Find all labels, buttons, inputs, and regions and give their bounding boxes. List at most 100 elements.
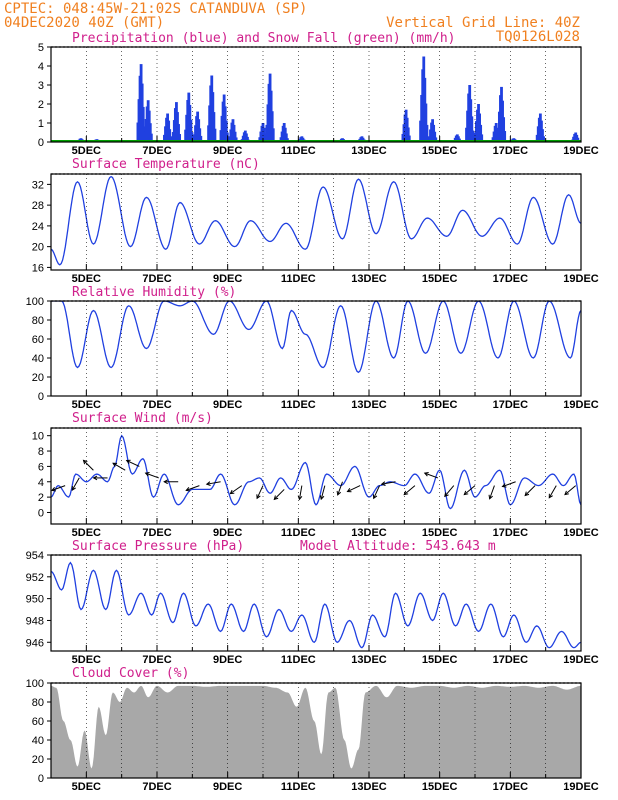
cloud-ytick-label: 60 <box>32 716 44 728</box>
wind-arrow-shaft <box>298 485 303 500</box>
precip-bar <box>190 132 194 142</box>
wind-xtick-label: 19DEC <box>563 527 599 539</box>
temp-xtick-label: 13DEC <box>351 273 387 285</box>
wind-arrow-shaft <box>403 485 416 495</box>
precip-bar <box>149 133 153 142</box>
pressure-xtick-label: 7DEC <box>142 654 171 666</box>
wind-arrow-shaft <box>373 485 381 499</box>
wind-arrow-head <box>256 494 261 500</box>
panel-precip: Precipitation (blue) and Snow Fall (gree… <box>38 31 599 157</box>
rh-xtick-label: 19DEC <box>563 399 599 411</box>
precip-ytick-label: 1 <box>38 118 44 130</box>
cloud-ytick-label: 80 <box>32 697 44 709</box>
temp-ytick-label: 20 <box>32 242 44 254</box>
wind-arrow-shaft <box>564 485 577 495</box>
rh-ytick-label: 40 <box>32 353 44 365</box>
panel-temp: Surface Temperature (nC) 16 20 24 28 32 5DEC 7D… <box>32 157 599 285</box>
pressure-ytick-label: 954 <box>26 550 44 562</box>
pressure-ytick-label: 948 <box>26 615 44 627</box>
cloud-xtick-label: 9DEC <box>213 781 242 793</box>
precip-ytick-label: 2 <box>38 99 44 111</box>
temp-plot-area <box>51 175 581 266</box>
cloud-xtick-label: 17DEC <box>493 781 529 793</box>
precip-title: Precipitation (blue) and Snow Fall (gree… <box>72 31 456 46</box>
precip-bar <box>502 117 506 142</box>
wind-arrow-head <box>50 487 57 492</box>
precip-bar <box>480 134 484 142</box>
precip-bar <box>284 133 288 142</box>
wind-arrow-head <box>185 487 191 492</box>
rh-ytick-label: 100 <box>26 296 44 308</box>
wind-arrow-head <box>403 490 409 496</box>
wind-arrow-shaft <box>126 460 140 467</box>
temp-xtick-label: 5DEC <box>72 273 101 285</box>
temp-series-line <box>51 175 581 266</box>
wind-arrow-head <box>423 472 429 477</box>
wind-arrow <box>524 485 536 497</box>
wind-ytick-label: 2 <box>38 492 44 504</box>
rh-ytick-label: 20 <box>32 372 44 384</box>
precip-bar <box>425 124 429 142</box>
wind-arrow-head <box>319 495 325 501</box>
panels: Precipitation (blue) and Snow Fall (gree… <box>26 31 599 793</box>
precip-bar <box>470 116 474 142</box>
wind-xtick-label: 17DEC <box>493 527 529 539</box>
wind-arrow <box>501 481 516 488</box>
wind-arrow-head <box>380 481 386 486</box>
precip-bar <box>233 131 237 142</box>
wind-arrow-head <box>144 472 150 477</box>
rh-series-line <box>51 301 581 374</box>
cloud-ytick-label: 20 <box>32 754 44 766</box>
wind-arrow-shaft <box>424 472 439 479</box>
wind-arrow-shaft <box>230 485 243 495</box>
precip-bar <box>503 130 507 142</box>
wind-arrow-shaft <box>489 485 495 499</box>
precip-bar <box>479 124 483 142</box>
wind-arrow-shaft <box>71 477 80 491</box>
station-header: CPTEC: 048:45W-21:02S CATANDUVA (SP) <box>4 1 307 17</box>
precip-bar <box>263 133 267 142</box>
model-code: TQ0126L028 <box>496 29 580 45</box>
wind-arrow-head <box>463 490 469 496</box>
wind-arrow <box>488 485 495 500</box>
pressure-xtick-label: 11DEC <box>281 654 316 666</box>
precip-bar <box>199 135 203 142</box>
wind-arrow <box>71 477 80 491</box>
temp-ytick-label: 16 <box>32 262 44 274</box>
rh-ytick-label: 80 <box>32 315 44 327</box>
pressure-ytick-label: 950 <box>26 594 44 606</box>
wind-arrow <box>50 485 66 492</box>
precip-bar <box>406 127 410 142</box>
cloud-xtick-label: 7DEC <box>142 781 171 793</box>
precip-bar <box>542 136 545 142</box>
wind-arrow <box>444 485 455 498</box>
wind-arrow-shaft <box>51 485 66 491</box>
wind-arrow-shaft <box>381 481 396 485</box>
precip-bar <box>169 136 173 142</box>
wind-arrow-head <box>548 493 553 499</box>
precip-xtick-label: 19DEC <box>563 145 599 157</box>
pressure-ytick-label: 946 <box>26 637 44 649</box>
cloud-ytick-label: 40 <box>32 735 44 747</box>
wind-arrow <box>548 485 557 499</box>
temp-title: Surface Temperature (nC) <box>72 157 260 172</box>
rh-xtick-label: 5DEC <box>72 399 101 411</box>
wind-arrow-head <box>501 483 507 488</box>
precip-bar <box>234 137 238 142</box>
wind-arrow-head <box>229 489 235 495</box>
pressure-ytick-label: 952 <box>26 572 44 584</box>
cloud-xtick-label: 13DEC <box>351 781 387 793</box>
wind-arrow <box>336 481 343 496</box>
precip-plot-area <box>51 56 581 142</box>
wind-arrow-shaft <box>463 485 476 495</box>
wind-xtick-label: 13DEC <box>351 527 387 539</box>
wind-arrow-shaft <box>83 459 94 471</box>
precip-bar <box>168 129 172 142</box>
temp-xtick-label: 11DEC <box>281 273 316 285</box>
precip-bar <box>433 131 437 142</box>
wind-arrow <box>423 472 439 479</box>
wind-arrow <box>463 485 476 496</box>
wind-arrow <box>92 475 108 481</box>
temp-xtick-label: 9DEC <box>213 273 242 285</box>
wind-xtick-label: 7DEC <box>142 527 171 539</box>
